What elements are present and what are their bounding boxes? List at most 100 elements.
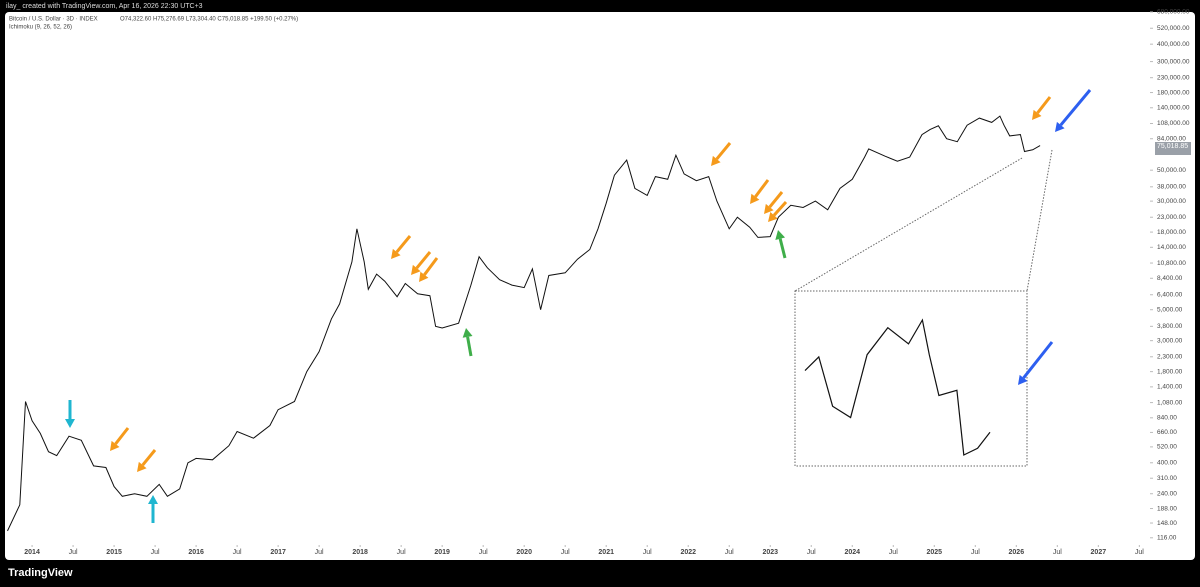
y-tick-label: 840.00 bbox=[1157, 415, 1177, 422]
y-tick-label: 188.00 bbox=[1157, 505, 1177, 512]
x-tick-label: 2025 bbox=[926, 549, 942, 556]
arrow-head bbox=[419, 271, 429, 282]
chart-title: Bitcoin / U.S. Dollar · 3D · INDEX bbox=[9, 17, 98, 23]
y-tick-label: 1,080.00 bbox=[1157, 399, 1183, 406]
x-tick-label: Jul bbox=[315, 549, 324, 556]
x-tick-label: 2018 bbox=[352, 549, 368, 556]
x-tick-label: 2023 bbox=[762, 549, 778, 556]
indicator: Ichimoku (9, 26, 52, 26) bbox=[9, 25, 72, 31]
arrow-head bbox=[711, 155, 721, 166]
last-price-label: 75,018.85 bbox=[1157, 143, 1188, 150]
y-tick-label: 84,000.00 bbox=[1157, 135, 1186, 142]
x-tick-label: 2026 bbox=[1009, 549, 1025, 556]
arrow-shaft bbox=[395, 235, 412, 254]
arrow-shaft bbox=[423, 257, 439, 276]
x-tick-label: 2015 bbox=[106, 549, 122, 556]
arrow-head bbox=[148, 495, 158, 504]
y-tick-label: 30,000.00 bbox=[1157, 198, 1186, 205]
arrow-shaft bbox=[1036, 96, 1052, 114]
arrow-head bbox=[750, 193, 760, 204]
price-line bbox=[7, 115, 1041, 532]
arrow-shaft bbox=[715, 142, 732, 161]
y-tick-label: 18,000.00 bbox=[1157, 229, 1186, 236]
x-tick-label: Jul bbox=[725, 549, 734, 556]
arrow-shaft bbox=[114, 427, 130, 445]
arrow-shaft bbox=[754, 179, 770, 198]
y-tick-label: 10,800.00 bbox=[1157, 260, 1186, 267]
x-tick-label: Jul bbox=[1053, 549, 1062, 556]
y-tick-label: 310.00 bbox=[1157, 475, 1177, 482]
arrow-shaft bbox=[415, 251, 432, 270]
x-tick-label: 2027 bbox=[1091, 549, 1107, 556]
last-price-badge bbox=[1155, 142, 1191, 155]
x-tick-label: Jul bbox=[69, 549, 78, 556]
y-tick-label: 116.00 bbox=[1157, 535, 1177, 542]
ohlc: O74,322.60 H75,276.69 L73,304.40 C75,018… bbox=[120, 17, 298, 23]
x-tick-label: Jul bbox=[151, 549, 160, 556]
arrow-head bbox=[411, 264, 421, 275]
arrow-shaft bbox=[466, 336, 473, 357]
y-tick-label: 180,000.00 bbox=[1157, 89, 1190, 96]
arrow-head bbox=[775, 230, 786, 240]
y-tick-label: 8,400.00 bbox=[1157, 275, 1183, 282]
y-tick-label: 140,000.00 bbox=[1157, 104, 1190, 111]
y-tick-label: 1,400.00 bbox=[1157, 384, 1183, 391]
y-tick-label: 3,800.00 bbox=[1157, 323, 1183, 330]
x-tick-label: Jul bbox=[1135, 549, 1144, 556]
arrow-shaft bbox=[1022, 341, 1054, 379]
y-tick-label: 300,000.00 bbox=[1157, 58, 1190, 65]
y-tick-label: 108,000.00 bbox=[1157, 120, 1190, 127]
x-tick-label: 2020 bbox=[516, 549, 532, 556]
x-tick-label: 2021 bbox=[598, 549, 614, 556]
arrow-shaft bbox=[772, 200, 788, 217]
y-tick-label: 660.00 bbox=[1157, 429, 1177, 436]
y-tick-label: 14,000.00 bbox=[1157, 244, 1186, 251]
arrow-shaft bbox=[1059, 89, 1092, 127]
y-tick-label: 5,000.00 bbox=[1157, 306, 1183, 313]
y-tick-label: 2,300.00 bbox=[1157, 353, 1183, 360]
x-tick-label: 2017 bbox=[270, 549, 286, 556]
arrow-head bbox=[768, 211, 778, 222]
x-tick-label: Jul bbox=[397, 549, 406, 556]
x-tick-label: 2022 bbox=[680, 549, 696, 556]
arrow-head bbox=[137, 461, 147, 472]
x-tick-label: 2024 bbox=[844, 549, 860, 556]
arrow-head bbox=[391, 248, 401, 259]
x-tick-label: 2019 bbox=[434, 549, 450, 556]
x-tick-label: Jul bbox=[807, 549, 816, 556]
x-tick-label: 2014 bbox=[24, 549, 40, 556]
y-tick-label: 38,000.00 bbox=[1157, 184, 1186, 191]
x-tick-label: Jul bbox=[971, 549, 980, 556]
y-tick-label: 1,800.00 bbox=[1157, 368, 1183, 375]
inset-price-line bbox=[804, 318, 991, 456]
arrow-head bbox=[1032, 109, 1042, 120]
x-tick-label: 2016 bbox=[188, 549, 204, 556]
y-tick-label: 400.00 bbox=[1157, 459, 1177, 466]
arrow-shaft bbox=[778, 238, 787, 259]
y-tick-label: 240.00 bbox=[1157, 490, 1177, 497]
x-tick-label: Jul bbox=[479, 549, 488, 556]
y-tick-label: 230,000.00 bbox=[1157, 74, 1190, 81]
x-tick-label: Jul bbox=[889, 549, 898, 556]
arrow-shaft bbox=[141, 449, 157, 466]
y-tick-label: 400,000.00 bbox=[1157, 41, 1190, 48]
y-tick-label: 6,400.00 bbox=[1157, 291, 1183, 298]
caption: ilay_ created with TradingView.com, Apr … bbox=[6, 3, 203, 10]
arrow-head bbox=[110, 440, 120, 451]
arrow-head bbox=[1055, 121, 1065, 132]
y-tick-label: 148.00 bbox=[1157, 520, 1177, 527]
y-tick-label: 3,000.00 bbox=[1157, 337, 1183, 344]
brand: TradingView bbox=[8, 567, 73, 579]
arrow-head bbox=[764, 203, 774, 214]
y-tick-label: 520.00 bbox=[1157, 444, 1177, 451]
x-tick-label: Jul bbox=[643, 549, 652, 556]
plot-background bbox=[5, 12, 1195, 560]
arrow-head bbox=[462, 328, 473, 338]
inset-box bbox=[794, 290, 1028, 467]
arrow-head bbox=[65, 419, 75, 428]
y-tick-label: 23,000.00 bbox=[1157, 214, 1186, 221]
arrow-shaft bbox=[768, 191, 784, 208]
y-tick-label: 520,000.00 bbox=[1157, 25, 1190, 32]
y-tick-label: 680,000.00 bbox=[1157, 9, 1190, 16]
